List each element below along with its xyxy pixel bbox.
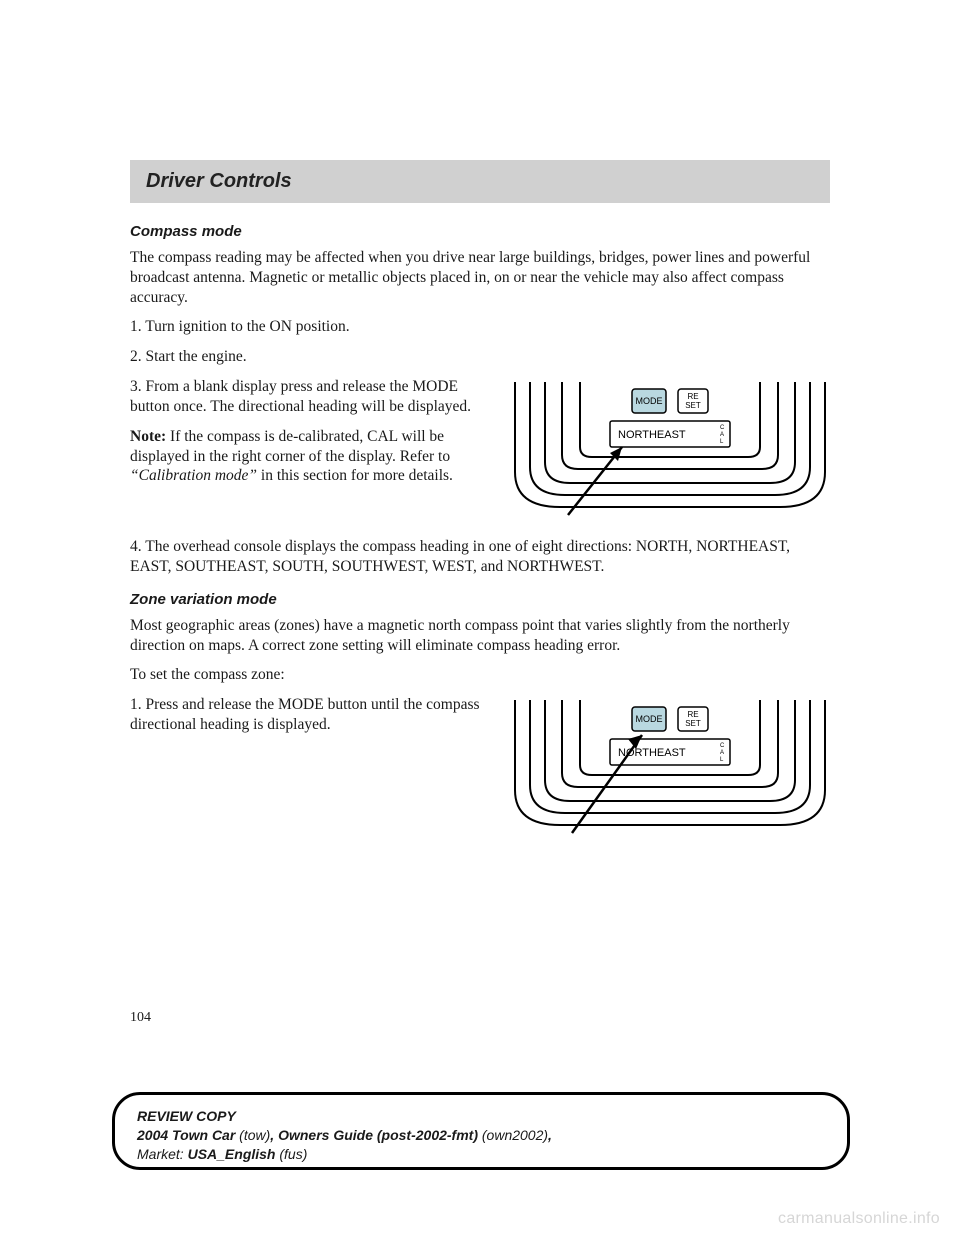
footer-fus: (fus)	[275, 1146, 307, 1162]
compass-display-text: NORTHEAST	[618, 429, 686, 441]
footer-guide: Owners Guide (post-2002-fmt)	[278, 1127, 478, 1143]
footer-comma1: ,	[270, 1127, 278, 1143]
compass-mode-heading: Compass mode	[130, 223, 830, 240]
compass-intro: The compass reading may be affected when…	[130, 248, 830, 307]
zone-step1-textcol: 1. Press and release the MODE button unt…	[130, 695, 490, 745]
compass-step3-textcol: 3. From a blank display press and releas…	[130, 377, 490, 496]
section-header-title: Driver Controls	[146, 170, 292, 192]
compass-step-1: 1. Turn ignition to the ON position.	[130, 317, 830, 337]
compass-diagram-2: MODE RE SET NORTHEAST C A L	[510, 695, 830, 845]
footer-market-label: Market:	[137, 1146, 188, 1162]
compass-step3-row: 3. From a blank display press and releas…	[130, 377, 830, 527]
note-label: Note:	[130, 428, 166, 445]
footer-own: (own2002)	[478, 1127, 548, 1143]
cal-c-2: C	[720, 743, 725, 749]
zone-step-1: 1. Press and release the MODE button unt…	[130, 695, 490, 735]
reset-label-1b: RE	[687, 710, 698, 719]
zone-pre: To set the compass zone:	[130, 665, 830, 685]
page-number: 104	[130, 1010, 151, 1026]
cal-a-2: A	[720, 750, 724, 756]
zone-intro: Most geographic areas (zones) have a mag…	[130, 616, 830, 656]
note-body-b: in this section for more details.	[257, 467, 453, 484]
cal-c: C	[720, 425, 725, 431]
footer-comma2: ,	[548, 1127, 552, 1143]
overhead-console-svg: MODE RE SET NORTHEAST C A L	[510, 377, 830, 527]
footer-review-copy: REVIEW COPY	[137, 1108, 236, 1124]
mode-button-label: MODE	[636, 396, 663, 406]
compass-step-3: 3. From a blank display press and releas…	[130, 377, 490, 417]
reset-label-1: RE	[687, 392, 698, 401]
note-body-a: If the compass is de-calibrated, CAL wil…	[130, 428, 450, 465]
watermark-text: carmanualsonline.info	[778, 1210, 940, 1228]
section-header-band: Driver Controls	[130, 160, 830, 203]
pointer-line-icon-2	[572, 735, 642, 833]
reset-label-2b: SET	[685, 719, 701, 728]
compass-note: Note: If the compass is de-calibrated, C…	[130, 427, 490, 486]
note-ref: “Calibration mode”	[130, 467, 257, 484]
cal-a: A	[720, 432, 724, 438]
mode-button-label-2: MODE	[636, 714, 663, 724]
compass-step-2: 2. Start the engine.	[130, 347, 830, 367]
compass-step-4: 4. The overhead console displays the com…	[130, 537, 830, 577]
footer-model: 2004 Town Car	[137, 1127, 235, 1143]
footer-market: USA_English	[188, 1146, 276, 1162]
compass-diagram-1: MODE RE SET NORTHEAST C A L	[510, 377, 830, 527]
reset-label-2: SET	[685, 401, 701, 410]
overhead-console-svg-2: MODE RE SET NORTHEAST C A L	[510, 695, 830, 845]
footer-tow: (tow)	[235, 1127, 270, 1143]
zone-step1-row: 1. Press and release the MODE button unt…	[130, 695, 830, 845]
page-content: Driver Controls Compass mode The compass…	[130, 160, 830, 855]
zone-heading: Zone variation mode	[130, 591, 830, 608]
footer-box: REVIEW COPY 2004 Town Car (tow), Owners …	[112, 1092, 850, 1170]
